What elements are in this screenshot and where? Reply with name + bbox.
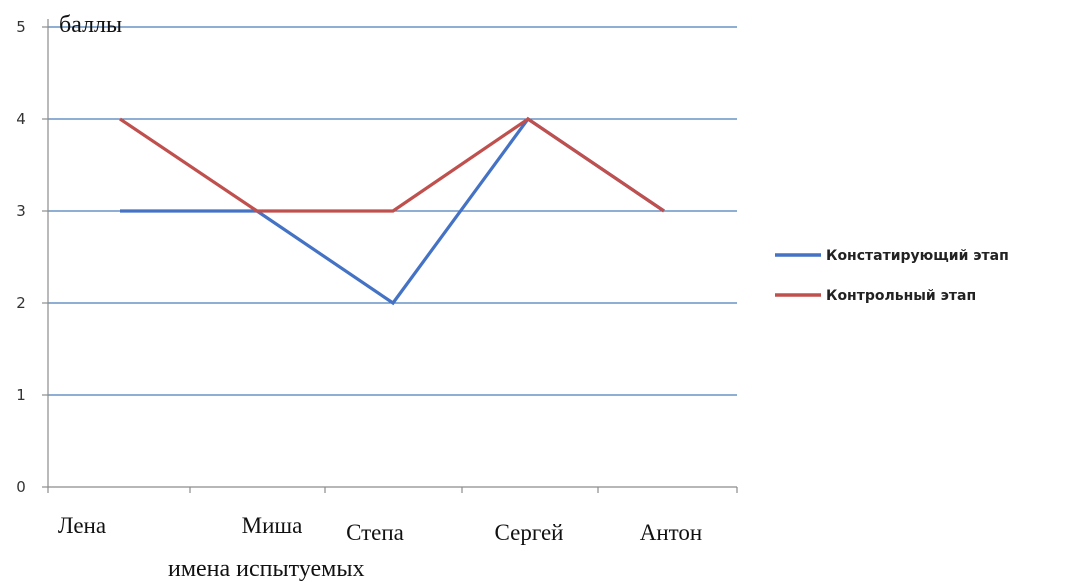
x-category-label: Степа — [346, 520, 404, 545]
y-tick-label: 1 — [16, 386, 26, 404]
y-tick-label: 5 — [16, 18, 26, 36]
x-axis-category-labels: Лена Миша Степа Сергей Антон — [58, 513, 702, 545]
x-category-label: Сергей — [495, 520, 564, 545]
y-tick-label: 4 — [16, 110, 26, 128]
x-category-label: Лена — [58, 513, 106, 538]
legend-label: Контрольный этап — [826, 288, 976, 304]
y-tick-label: 0 — [16, 478, 26, 496]
x-category-label: Миша — [242, 513, 303, 538]
axes — [42, 19, 738, 493]
legend: Констатирующий этап Контрольный этап — [775, 248, 1009, 304]
series-line-control — [119, 117, 665, 213]
y-axis-tick-labels: 0 1 2 3 4 5 — [16, 18, 26, 496]
y-axis-title: баллы — [59, 12, 122, 38]
x-axis-title: имена испытуемых — [168, 556, 364, 582]
legend-label: Констатирующий этап — [826, 248, 1009, 264]
x-category-label: Антон — [640, 520, 702, 545]
y-tick-label: 3 — [16, 202, 26, 220]
y-tick-label: 2 — [16, 294, 26, 312]
series-lines — [119, 116, 665, 306]
